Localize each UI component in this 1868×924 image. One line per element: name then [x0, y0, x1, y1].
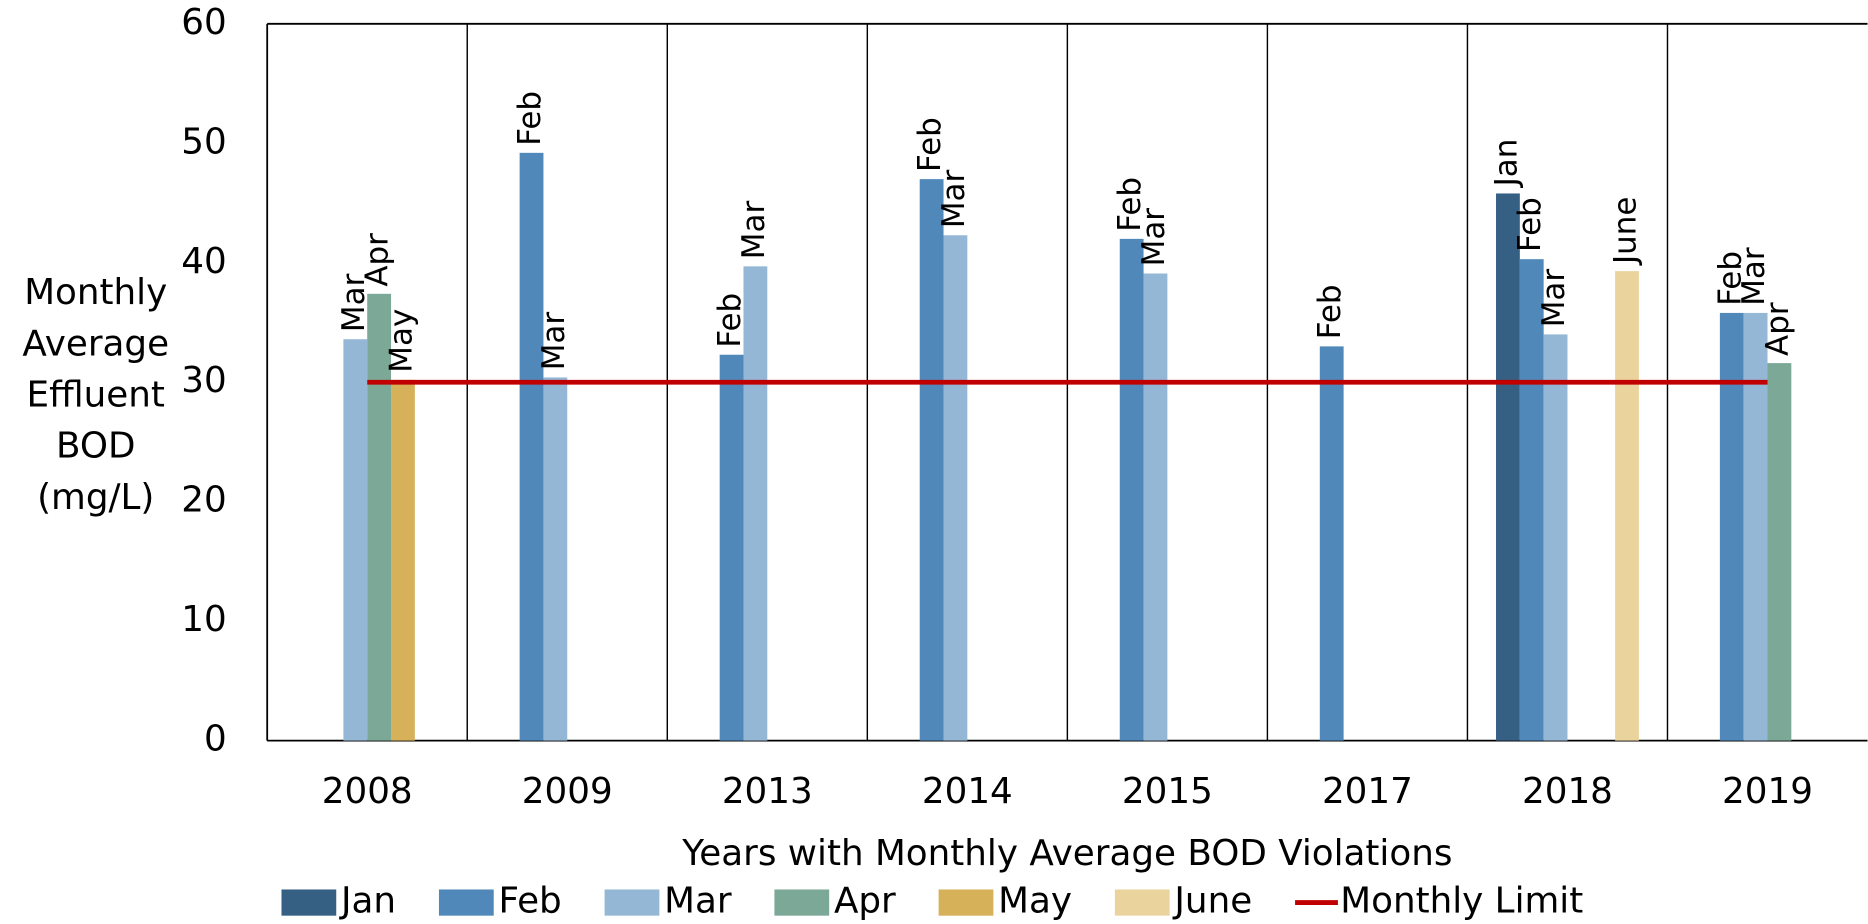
x-tick-label: 2015 — [1122, 771, 1213, 812]
x-tick-label: 2014 — [922, 771, 1013, 812]
data-label: Feb — [1512, 197, 1548, 252]
bar — [919, 179, 944, 741]
bar — [1496, 193, 1520, 741]
data-label: Mar — [536, 312, 572, 371]
y-tick-label: 60 — [181, 2, 226, 43]
data-label: Apr — [1760, 302, 1796, 356]
y-axis-title: Effluent — [27, 375, 165, 416]
data-label: Feb — [1712, 251, 1748, 306]
x-tick-label: 2018 — [1522, 771, 1613, 812]
data-label: May — [383, 309, 419, 373]
legend-swatch — [281, 889, 337, 916]
bar — [343, 339, 368, 741]
data-label: Mar — [336, 273, 372, 332]
bar — [391, 379, 415, 741]
y-tick-label: 10 — [181, 599, 226, 640]
data-label: June — [1608, 197, 1644, 266]
data-label: Mar — [1136, 208, 1172, 267]
legend-label: June — [1172, 881, 1252, 922]
data-label: Feb — [1112, 177, 1148, 232]
x-tick-label: 2008 — [322, 771, 413, 812]
y-axis-title: Average — [22, 323, 169, 364]
legend-swatch — [1114, 889, 1170, 916]
data-label: Mar — [936, 169, 972, 228]
legend-label: May — [998, 881, 1072, 922]
legend-swatch — [604, 889, 660, 916]
legend-label: Mar — [664, 881, 732, 922]
data-label: Jan — [1488, 139, 1524, 189]
data-label: Mar — [1736, 247, 1772, 306]
data-label: Feb — [712, 293, 748, 348]
bar — [1319, 346, 1344, 741]
data-label: Feb — [1312, 284, 1348, 339]
bar — [743, 266, 768, 741]
bar — [943, 235, 968, 741]
y-tick-label: 50 — [181, 121, 226, 162]
y-tick-label: 0 — [204, 719, 227, 760]
legend-label: Apr — [834, 881, 896, 922]
bar — [519, 152, 544, 741]
x-tick-label: 2017 — [1322, 771, 1413, 812]
data-label: Feb — [912, 117, 948, 172]
x-tick-label: 2013 — [722, 771, 813, 812]
y-tick-label: 20 — [181, 480, 226, 521]
legend-label: Monthly Limit — [1340, 881, 1583, 922]
y-axis-title: (mg/L) — [37, 477, 154, 518]
bar — [1615, 271, 1639, 741]
bar — [367, 293, 392, 741]
bar — [1143, 273, 1168, 741]
x-tick-label: 2019 — [1722, 771, 1813, 812]
bar — [1543, 334, 1568, 741]
data-label: Mar — [1536, 269, 1572, 328]
bar — [1119, 238, 1144, 741]
bar — [543, 377, 568, 741]
data-label: Mar — [736, 201, 772, 260]
y-tick-label: 30 — [181, 360, 226, 401]
data-label: Feb — [512, 91, 548, 146]
x-axis-title: Years with Monthly Average BOD Violation… — [681, 833, 1452, 874]
bar — [1767, 363, 1792, 741]
x-tick-label: 2009 — [522, 771, 613, 812]
bar — [1743, 312, 1768, 741]
legend-swatch — [774, 889, 830, 916]
legend-label: Feb — [498, 881, 561, 922]
data-label: Apr — [360, 233, 396, 287]
legend-swatch — [438, 889, 494, 916]
bar — [1719, 312, 1744, 741]
legend-swatch — [938, 889, 994, 916]
y-axis-title: BOD — [56, 426, 136, 467]
y-tick-label: 40 — [181, 241, 226, 282]
bar — [719, 354, 744, 741]
bar — [1519, 259, 1544, 741]
y-axis-title: Monthly — [24, 272, 167, 313]
legend-label: Jan — [339, 881, 396, 922]
